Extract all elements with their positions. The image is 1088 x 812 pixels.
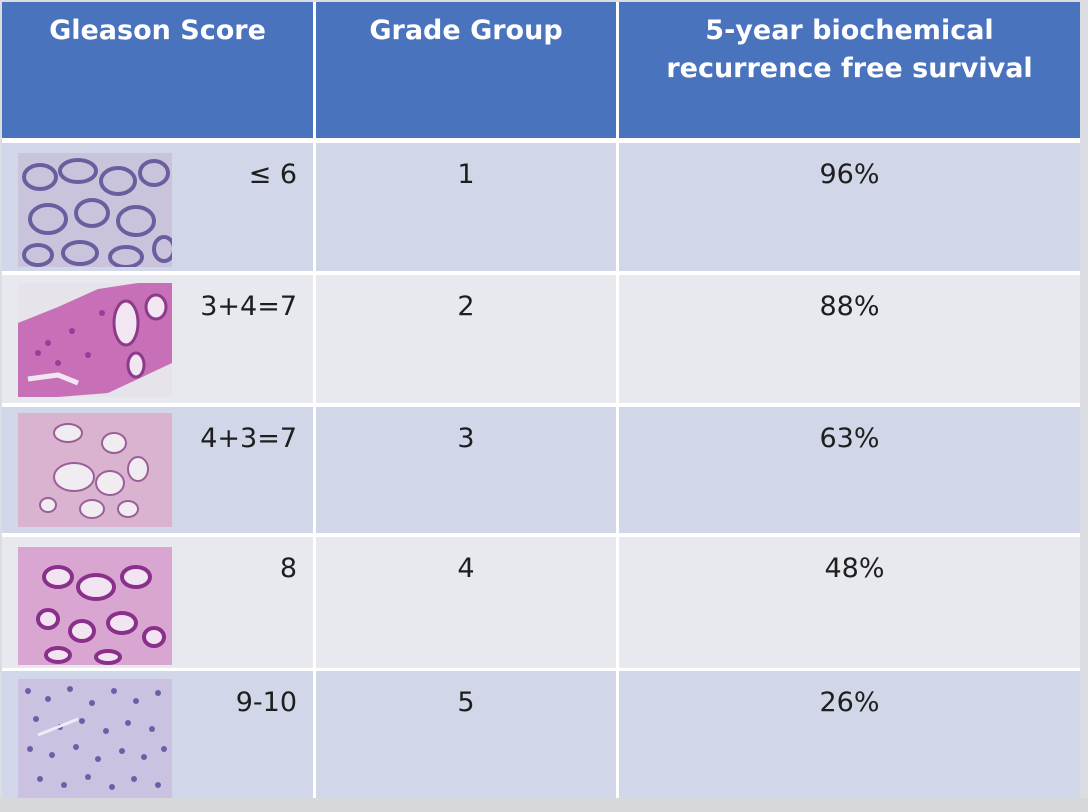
histology-image-3 bbox=[18, 413, 172, 527]
table-row-1-grade: 1 bbox=[316, 143, 616, 271]
gleason-score-5: 9-10 bbox=[235, 687, 297, 718]
survival-rate-5: 26% bbox=[819, 687, 880, 718]
header-grade-label: Grade Group bbox=[369, 15, 563, 46]
table-row-3-survival: 63% bbox=[619, 407, 1080, 533]
grade-group-4: 4 bbox=[457, 553, 475, 584]
grade-group-3: 3 bbox=[457, 423, 475, 454]
histology-image-5 bbox=[18, 679, 172, 798]
header-survival-line1: 5-year biochemical bbox=[705, 15, 994, 46]
table-row-3-grade: 3 bbox=[316, 407, 616, 533]
table-row-4-grade: 4 bbox=[316, 537, 616, 668]
header-gleason-label: Gleason Score bbox=[49, 15, 266, 46]
grade-group-5: 5 bbox=[457, 687, 475, 718]
table-row-2-grade: 2 bbox=[316, 275, 616, 403]
gleason-score-2: 3+4=7 bbox=[200, 291, 297, 322]
table-row-3-gleason: 4+3=7 bbox=[2, 407, 313, 533]
survival-rate-4: 48% bbox=[824, 553, 885, 584]
table-row-2-survival: 88% bbox=[619, 275, 1080, 403]
table-row-5-survival: 26% bbox=[619, 671, 1080, 798]
histology-image-1 bbox=[18, 153, 172, 267]
gleason-grade-table: Gleason Score Grade Group 5-year biochem… bbox=[2, 2, 1080, 798]
grade-group-2: 2 bbox=[457, 291, 475, 322]
gleason-score-3: 4+3=7 bbox=[200, 423, 297, 454]
survival-rate-3: 63% bbox=[819, 423, 880, 454]
header-survival: 5-year biochemical recurrence free survi… bbox=[619, 2, 1080, 138]
table-row-4-survival: 48% bbox=[619, 537, 1080, 668]
header-grade-group: Grade Group bbox=[316, 2, 616, 138]
survival-rate-1: 96% bbox=[819, 159, 880, 190]
table-row-1-survival: 96% bbox=[619, 143, 1080, 271]
table-row-1-gleason: ≤ 6 bbox=[2, 143, 313, 271]
survival-rate-2: 88% bbox=[819, 291, 880, 322]
header-survival-line2: recurrence free survival bbox=[666, 53, 1033, 84]
histology-image-2 bbox=[18, 283, 172, 397]
gleason-score-4: 8 bbox=[279, 553, 297, 584]
histology-image-4 bbox=[18, 547, 172, 665]
gleason-score-1: ≤ 6 bbox=[248, 159, 297, 190]
table-row-5-grade: 5 bbox=[316, 671, 616, 798]
table-row-2-gleason: 3+4=7 bbox=[2, 275, 313, 403]
grade-group-1: 1 bbox=[457, 159, 475, 190]
table-row-5-gleason: 9-10 bbox=[2, 671, 313, 798]
page-bottom-band bbox=[0, 798, 1088, 812]
header-gleason-score: Gleason Score bbox=[2, 2, 313, 138]
table-row-4-gleason: 8 bbox=[2, 537, 313, 668]
